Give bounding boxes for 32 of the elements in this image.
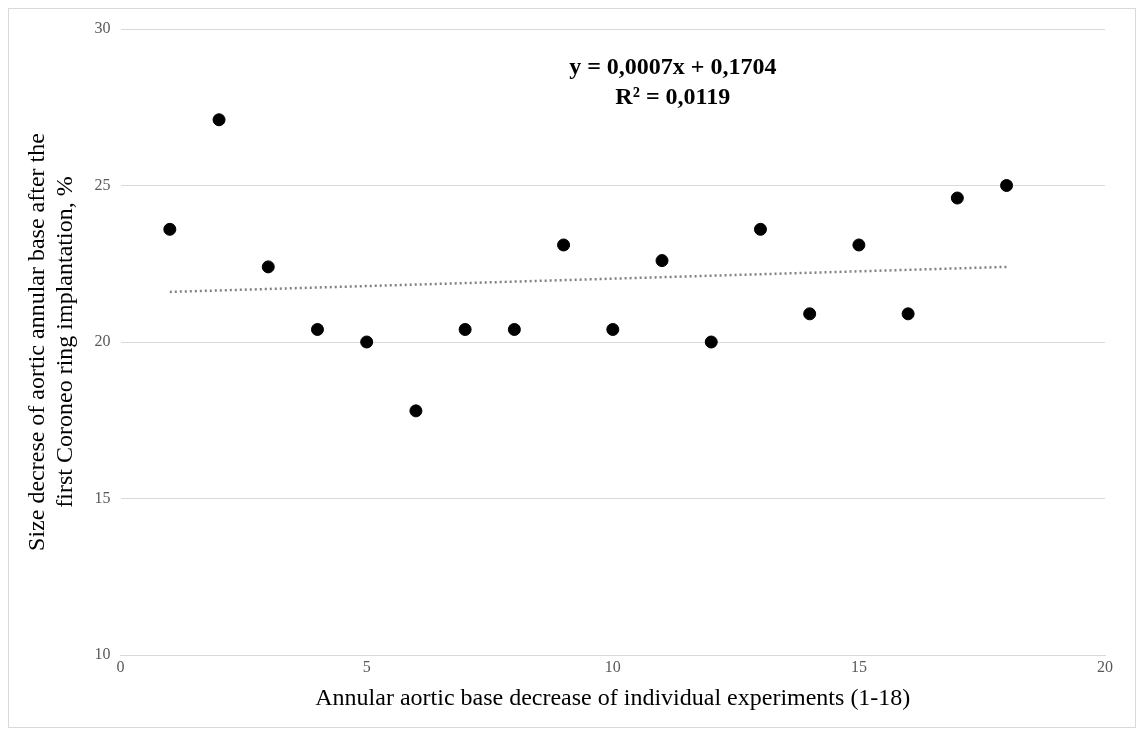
point <box>803 307 817 321</box>
y-tick-label: 15 <box>94 488 111 506</box>
annotation: R² = 0,0119 <box>615 83 731 109</box>
point <box>163 222 177 236</box>
annotation: y = 0,0007x + 0,1704 <box>569 53 777 79</box>
point <box>261 260 275 274</box>
point <box>901 307 915 321</box>
x-tick-label: 20 <box>1097 657 1113 675</box>
point <box>409 404 423 418</box>
y-tick-label: 10 <box>94 645 111 663</box>
x-tick-label: 15 <box>850 657 867 675</box>
point <box>1000 179 1014 192</box>
x-tick-label: 5 <box>362 657 371 675</box>
y-tick-label: 20 <box>94 332 111 350</box>
point <box>212 113 226 127</box>
point <box>606 322 620 336</box>
x-tick-label: 0 <box>116 657 125 675</box>
point <box>310 322 324 336</box>
point <box>360 335 374 349</box>
y-tick-label: 30 <box>94 19 111 37</box>
y-axis-title: Size decrese of aortic annular base after the first Coroneo ring implantation, % <box>22 133 78 551</box>
point <box>753 222 767 236</box>
point <box>507 322 521 336</box>
point <box>655 254 669 268</box>
point <box>458 322 472 336</box>
point <box>704 335 718 349</box>
x-tick-label: 10 <box>604 657 621 675</box>
point <box>557 238 571 252</box>
y-tick-label: 25 <box>94 175 111 193</box>
point <box>852 238 866 252</box>
x-axis-title: Annular aortic base decrease of individual experiments (1-18) <box>315 683 911 710</box>
point <box>950 191 964 205</box>
